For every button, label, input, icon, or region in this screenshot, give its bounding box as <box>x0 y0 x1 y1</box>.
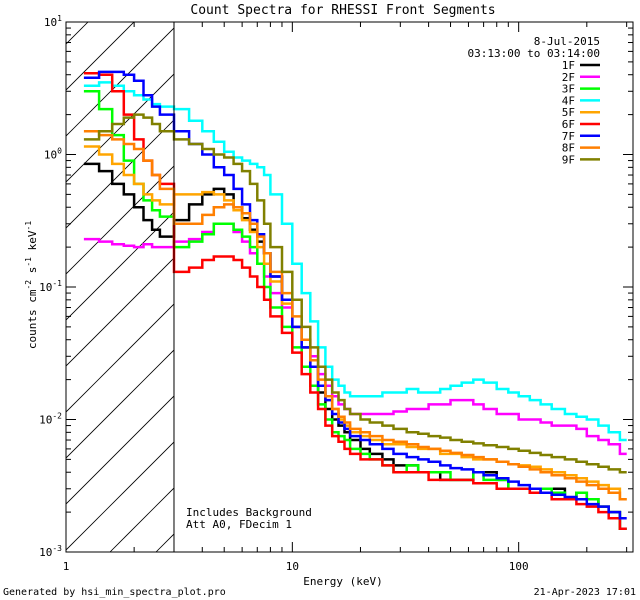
chart-title: Count Spectra for RHESSI Front Segments <box>190 3 495 18</box>
legend: 8-Jul-2015 03:13:00 to 03:14:00 1F2F3F4F… <box>468 35 600 166</box>
y-tick-label: 10-2 <box>39 412 62 427</box>
hatch-line <box>294 12 640 552</box>
y-tick-label: 10-1 <box>39 279 62 294</box>
series-line-2F <box>83 222 627 456</box>
legend-date: 8-Jul-2015 <box>534 35 600 48</box>
y-tick-label: 101 <box>44 14 62 29</box>
x-tick-label: 100 <box>509 560 529 573</box>
x-tick-label: 1 <box>63 560 70 573</box>
footer-generated-by: Generated by hsi_min_spectra_plot.pro <box>3 587 226 598</box>
legend-label-1F: 1F <box>562 59 575 72</box>
legend-label-2F: 2F <box>562 71 575 84</box>
series-line-6F <box>83 72 627 530</box>
legend-label-5F: 5F <box>562 106 575 119</box>
series-line-9F <box>83 113 627 474</box>
legend-label-9F: 9F <box>562 153 575 166</box>
y-tick-label: 100 <box>44 147 62 162</box>
annotation-background: Includes Background <box>186 506 312 519</box>
hatch-line <box>66 257 174 367</box>
series-line-4F <box>83 81 627 442</box>
y-tick-label: 10-3 <box>39 544 62 559</box>
footer-timestamp: 21-Apr-2023 17:01 <box>534 587 636 598</box>
x-tick-labels: 1 10 100 <box>63 560 529 573</box>
axis-ticks <box>65 21 633 553</box>
y-axis-label-tail: keV <box>26 230 39 257</box>
legend-time-range: 03:13:00 to 03:14:00 <box>468 47 600 60</box>
hatch-line <box>66 395 174 505</box>
hatch-line <box>66 22 135 91</box>
y-axis-label-exp2: -1 <box>24 257 33 267</box>
legend-label-3F: 3F <box>562 83 575 96</box>
x-tick-label: 10 <box>286 560 299 573</box>
series-line-8F <box>83 129 627 501</box>
hatch-line <box>66 441 174 551</box>
hatch-line <box>66 211 174 321</box>
series-line-1F <box>83 162 627 530</box>
hatch-line <box>0 12 6 552</box>
legend-label-6F: 6F <box>562 118 575 131</box>
series-group <box>83 70 627 530</box>
x-axis-label: Energy (keV) <box>303 575 382 588</box>
series-line-3F <box>83 90 627 530</box>
legend-label-4F: 4F <box>562 94 575 107</box>
legend-label-8F: 8F <box>562 142 575 155</box>
y-axis-label-base: counts cm <box>26 289 39 349</box>
y-axis-label-exp1: -2 <box>24 280 33 290</box>
series-line-7F <box>83 70 627 520</box>
y-axis-label-mid: s <box>26 267 39 280</box>
y-tick-labels: 101 100 10-1 10-2 10-3 <box>39 14 62 559</box>
series-line-5F <box>83 145 627 501</box>
legend-label-7F: 7F <box>562 130 575 143</box>
y-axis-label-exp3: -1 <box>24 221 33 231</box>
hatch-line <box>66 73 174 183</box>
y-axis-label: counts cm-2 s-1 keV-1 <box>24 221 39 349</box>
annotation-attenuator: Att A0, FDecim 1 <box>186 518 292 531</box>
